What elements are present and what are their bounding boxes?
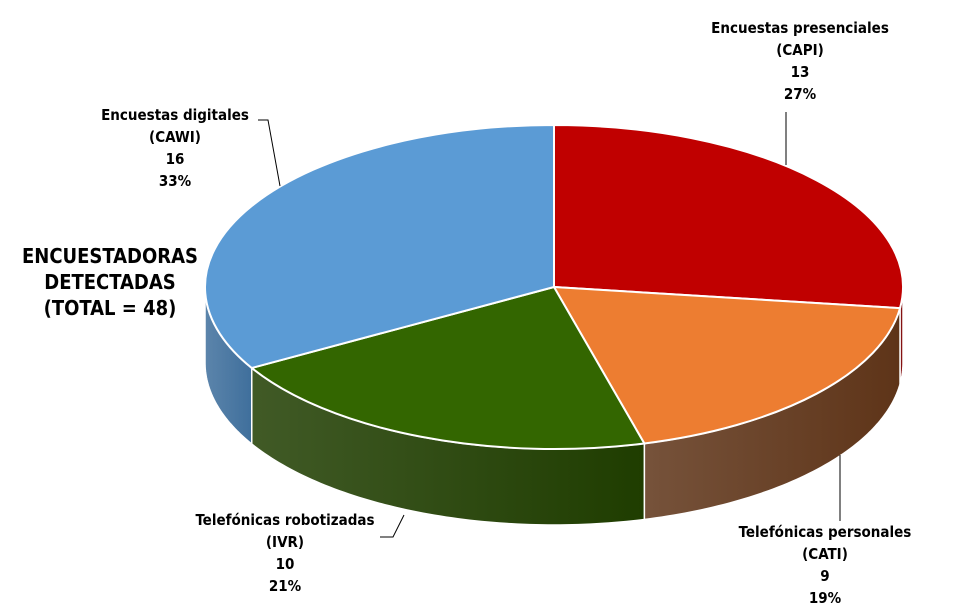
label-value: 9 xyxy=(820,567,830,585)
pie-slice-2 xyxy=(249,285,646,450)
label-code: (CAWI) xyxy=(149,128,201,146)
label-name: Telefónicas personales xyxy=(738,523,912,541)
label-code: (CATI) xyxy=(802,545,848,563)
data-label-ivr: Telefónicas robotizadas (IVR) 10 21% xyxy=(175,509,395,597)
label-code: (CAPI) xyxy=(776,41,824,59)
label-value: 10 xyxy=(275,555,295,573)
label-percent: 19% xyxy=(808,589,842,607)
data-label-cawi: Encuestas digitales (CAWI) 16 33% xyxy=(65,104,285,192)
leader-line-3 xyxy=(258,119,281,187)
label-name: Telefónicas robotizadas xyxy=(195,511,375,529)
pie-slice-3 xyxy=(204,123,555,370)
label-percent: 21% xyxy=(268,577,302,595)
label-value: 13 xyxy=(790,63,810,81)
pie-slice-0 xyxy=(553,123,904,310)
title-line-1: ENCUESTADORAS xyxy=(21,244,199,268)
label-name: Encuestas digitales xyxy=(101,106,249,124)
label-value: 16 xyxy=(165,150,185,168)
label-code: (IVR) xyxy=(265,533,305,551)
leader-line-2 xyxy=(380,514,405,538)
data-label-cati: Telefónicas personales (CATI) 9 19% xyxy=(715,521,935,609)
title-line-2: DETECTADAS xyxy=(44,270,176,294)
pie-slice-1 xyxy=(552,285,902,445)
chart-title: ENCUESTADORAS DETECTADAS (TOTAL = 48) xyxy=(10,243,210,321)
title-line-3: (TOTAL = 48) xyxy=(43,296,177,320)
label-percent: 33% xyxy=(158,172,192,190)
data-label-capi: Encuestas presenciales (CAPI) 13 27% xyxy=(690,17,910,105)
label-percent: 27% xyxy=(783,85,817,103)
label-name: Encuestas presenciales xyxy=(711,19,889,37)
